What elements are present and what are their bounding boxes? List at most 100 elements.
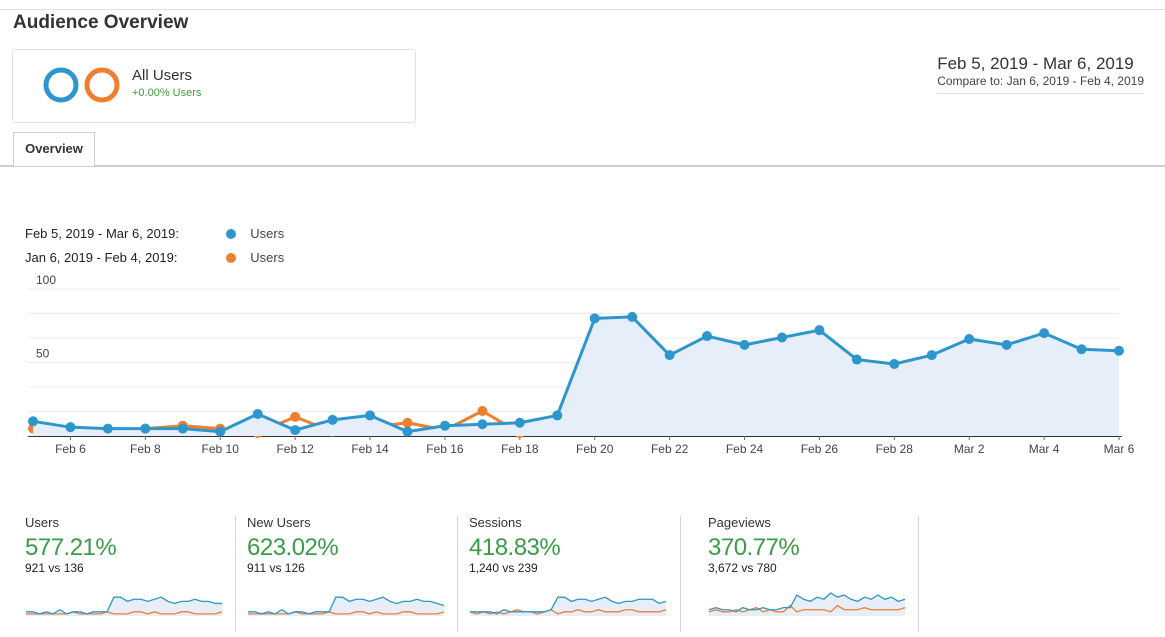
metric-sparkline [469, 596, 667, 616]
data-point-current [252, 408, 263, 419]
legend-current-range: Feb 5, 2019 - Mar 6, 2019: [25, 226, 179, 241]
date-range-compare: Compare to: Jan 6, 2019 - Feb 4, 2019 [937, 74, 1144, 88]
metric-new-users[interactable]: New Users 623.02% 911 vs 126 [247, 515, 447, 616]
data-point-current [140, 423, 151, 434]
data-point-current [552, 410, 563, 421]
metric-users[interactable]: Users 577.21% 921 vs 136 [25, 515, 225, 616]
data-point-current [964, 333, 975, 344]
data-point-current [102, 423, 113, 434]
data-point-current [177, 423, 188, 434]
x-tick-label: Feb 20 [576, 442, 614, 456]
data-point-current [327, 414, 338, 425]
data-point-current [889, 358, 900, 369]
sparkline-previous [26, 611, 223, 615]
sparkline-current [470, 596, 667, 615]
metric-divider [235, 516, 236, 632]
data-point-current [28, 416, 38, 427]
data-point-current [1001, 339, 1012, 350]
data-point-current [1114, 345, 1124, 356]
date-range-selector[interactable]: Feb 5, 2019 - Mar 6, 2019 Compare to: Ja… [937, 54, 1144, 94]
x-tick-label: Feb 22 [651, 442, 689, 456]
metric-sparkline [708, 592, 906, 616]
x-tick-label: Feb 6 [55, 442, 86, 456]
legend-current-dot [225, 229, 236, 239]
sparkline-current [708, 592, 906, 613]
sparkline-current [26, 596, 222, 615]
data-point-current [215, 426, 226, 437]
data-point-current [365, 410, 376, 421]
data-point-current [477, 419, 488, 430]
metric-label: Users [25, 515, 59, 530]
data-point-current [402, 426, 413, 437]
legend-previous: Jan 6, 2019 - Feb 4, 2019: Users [25, 250, 284, 265]
sparkline-previous [248, 611, 445, 615]
metric-value: 577.21% [25, 534, 117, 561]
data-point-current [851, 354, 862, 365]
segment-card[interactable]: All Users +0.00% Users [12, 49, 416, 123]
legend-previous-range: Jan 6, 2019 - Feb 4, 2019: [25, 250, 178, 265]
x-tick-label: Feb 14 [351, 442, 389, 456]
metric-label: Sessions [469, 515, 522, 530]
data-point-previous [402, 417, 413, 428]
sparkline-area [248, 597, 444, 616]
sparkline-area [26, 597, 222, 616]
metric-sessions[interactable]: Sessions 418.83% 1,240 vs 239 [469, 515, 669, 616]
sparkline-previous [469, 609, 667, 615]
top-divider [0, 9, 1165, 10]
segment-donut-icon [43, 67, 120, 103]
series-line-current [32, 315, 1120, 434]
date-range-main: Feb 5, 2019 - Mar 6, 2019 [937, 54, 1134, 73]
data-point-current [290, 425, 301, 436]
segment-name: All Users [132, 67, 193, 84]
data-point-current [514, 417, 525, 428]
metric-divider [680, 516, 681, 632]
sparkline-current [248, 596, 445, 615]
metric-compare: 3,672 vs 780 [708, 561, 777, 575]
x-tick-label: Feb 24 [726, 442, 764, 456]
users-line-chart: 50 100 Feb 6 Feb 8 Feb 10 Feb 12 Feb 14 Feb 16 F… [28, 273, 1135, 456]
data-point-current [1039, 328, 1050, 339]
data-point-current [589, 313, 600, 324]
metric-value: 623.02% [247, 534, 339, 561]
data-point-current [814, 325, 825, 336]
x-tick-label: Feb 12 [276, 442, 314, 456]
metric-value: 418.83% [469, 534, 561, 561]
x-tick-label: Mar 4 [1029, 442, 1060, 456]
x-tick-label: Mar 6 [1104, 442, 1135, 456]
legend-previous-name: Users [250, 250, 285, 265]
y-tick-label: 50 [36, 347, 50, 361]
data-point-current [702, 331, 713, 342]
data-point-current [776, 332, 787, 343]
data-point-current [664, 350, 675, 361]
legend-current-name: Users [250, 226, 285, 241]
x-tick-label: Mar 2 [954, 442, 985, 456]
legend-previous-dot [225, 253, 236, 263]
data-point-previous [290, 411, 301, 422]
legend-current: Feb 5, 2019 - Mar 6, 2019: Users [25, 226, 284, 241]
metric-sparkline [26, 596, 223, 616]
segment-change: +0.00% Users [132, 87, 202, 99]
metric-label: Pageviews [708, 515, 771, 530]
tab-bar [0, 165, 1165, 167]
page-title: Audience Overview [13, 12, 189, 33]
tab-overview[interactable]: Overview [13, 132, 95, 166]
metric-divider [918, 516, 919, 632]
data-point-current [1076, 344, 1087, 355]
series-area-current [33, 316, 1119, 436]
x-tick-label: Feb 18 [501, 442, 539, 456]
data-point-current [627, 311, 638, 322]
metric-sparkline [248, 596, 445, 616]
x-tick-label: Feb 28 [876, 442, 914, 456]
data-point-current [439, 420, 450, 431]
metric-pageviews[interactable]: Pageviews 370.77% 3,672 vs 780 [708, 515, 908, 616]
x-tick-label: Feb 16 [426, 442, 464, 456]
metric-divider [457, 516, 458, 632]
data-point-current [926, 350, 937, 361]
metric-compare: 1,240 vs 239 [469, 561, 538, 575]
x-tick-label: Feb 8 [130, 442, 161, 456]
data-point-current [65, 422, 76, 433]
metric-compare: 921 vs 136 [25, 561, 84, 575]
data-point-current [739, 339, 750, 350]
x-tick-label: Feb 26 [801, 442, 839, 456]
metric-compare: 911 vs 126 [247, 561, 305, 575]
